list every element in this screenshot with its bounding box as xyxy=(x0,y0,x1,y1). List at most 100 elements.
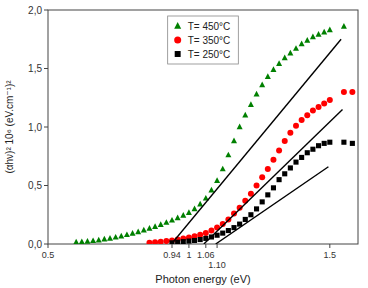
point xyxy=(299,40,305,46)
plot-area xyxy=(73,23,355,244)
point xyxy=(113,234,119,240)
point xyxy=(259,81,265,87)
point xyxy=(316,104,322,110)
point xyxy=(316,31,322,37)
point xyxy=(271,185,276,190)
point xyxy=(254,183,260,189)
x-tick xyxy=(188,244,189,248)
point xyxy=(220,166,226,172)
point xyxy=(101,236,107,242)
y-tick xyxy=(44,68,48,69)
point xyxy=(321,101,327,107)
legend-box xyxy=(168,16,239,64)
point xyxy=(158,221,164,227)
legend: T= 450°CT= 350°CT= 250°C xyxy=(168,16,239,64)
point xyxy=(270,66,276,72)
point xyxy=(186,209,192,215)
y-tick xyxy=(44,244,48,245)
point xyxy=(124,231,130,237)
x-tick xyxy=(48,244,49,248)
point xyxy=(349,89,355,95)
point xyxy=(141,227,147,233)
x-tick xyxy=(217,244,218,248)
y-tick xyxy=(44,127,48,128)
legend-entry: T= 450°C xyxy=(188,21,231,32)
point xyxy=(341,23,347,29)
point xyxy=(197,232,203,238)
y-tick-label: 0,5 xyxy=(28,180,42,191)
point xyxy=(225,152,231,158)
point xyxy=(237,124,243,130)
legend-entry: T= 350°C xyxy=(188,35,231,46)
x-tick-label: 0.5 xyxy=(42,250,55,260)
point xyxy=(265,73,271,79)
point xyxy=(220,231,225,236)
point xyxy=(260,199,265,204)
point xyxy=(282,138,288,144)
point xyxy=(243,217,248,222)
x-tick xyxy=(205,244,206,248)
tangent-line xyxy=(204,109,343,244)
point xyxy=(341,89,347,95)
point xyxy=(327,140,332,145)
point xyxy=(305,150,310,155)
chart: 0,00,51,01,52,00.50.9411.061.101.5Photon… xyxy=(0,0,368,288)
point xyxy=(293,123,299,129)
series xyxy=(169,140,354,244)
point xyxy=(130,230,136,236)
x-tick-label: 1.06 xyxy=(197,250,215,260)
point xyxy=(248,101,254,107)
point xyxy=(248,212,253,217)
point xyxy=(181,239,186,244)
point xyxy=(214,177,220,183)
point xyxy=(107,235,113,241)
point xyxy=(304,37,310,43)
point xyxy=(208,228,214,234)
point xyxy=(316,143,321,148)
point xyxy=(231,138,237,144)
point xyxy=(276,60,282,66)
point xyxy=(254,91,260,97)
legend-marker xyxy=(175,51,181,57)
y-tick-label: 1,0 xyxy=(28,122,42,133)
x-axis-label: Photon energy (eV) xyxy=(155,273,250,285)
legend-marker xyxy=(174,22,181,29)
y-tick-label: 0,0 xyxy=(28,239,42,250)
series xyxy=(73,23,347,244)
point xyxy=(163,219,169,225)
y-tick-label: 1,5 xyxy=(28,63,42,74)
point xyxy=(293,45,299,51)
point xyxy=(322,141,327,146)
point xyxy=(152,223,158,229)
y-tick-label: 2,0 xyxy=(28,5,42,16)
plot-frame xyxy=(48,10,358,244)
point xyxy=(277,177,282,182)
point xyxy=(293,160,298,165)
point xyxy=(287,50,293,56)
point xyxy=(299,117,305,123)
point xyxy=(197,201,203,207)
point xyxy=(310,33,316,39)
point xyxy=(327,97,333,103)
point xyxy=(192,205,198,211)
x-tick xyxy=(172,244,173,248)
point xyxy=(175,240,180,244)
point xyxy=(180,212,186,218)
point xyxy=(270,157,276,163)
point xyxy=(321,29,327,35)
point xyxy=(152,239,158,244)
point xyxy=(282,55,288,61)
tangent-line xyxy=(171,39,341,244)
x-tick xyxy=(329,244,330,248)
point xyxy=(146,225,152,231)
point xyxy=(203,230,209,236)
point xyxy=(310,147,315,152)
point xyxy=(186,239,191,244)
point xyxy=(265,166,271,172)
point xyxy=(226,228,231,233)
point xyxy=(304,112,310,118)
point xyxy=(198,237,203,242)
point xyxy=(242,112,248,118)
y-tick xyxy=(44,185,48,186)
point xyxy=(254,206,259,211)
